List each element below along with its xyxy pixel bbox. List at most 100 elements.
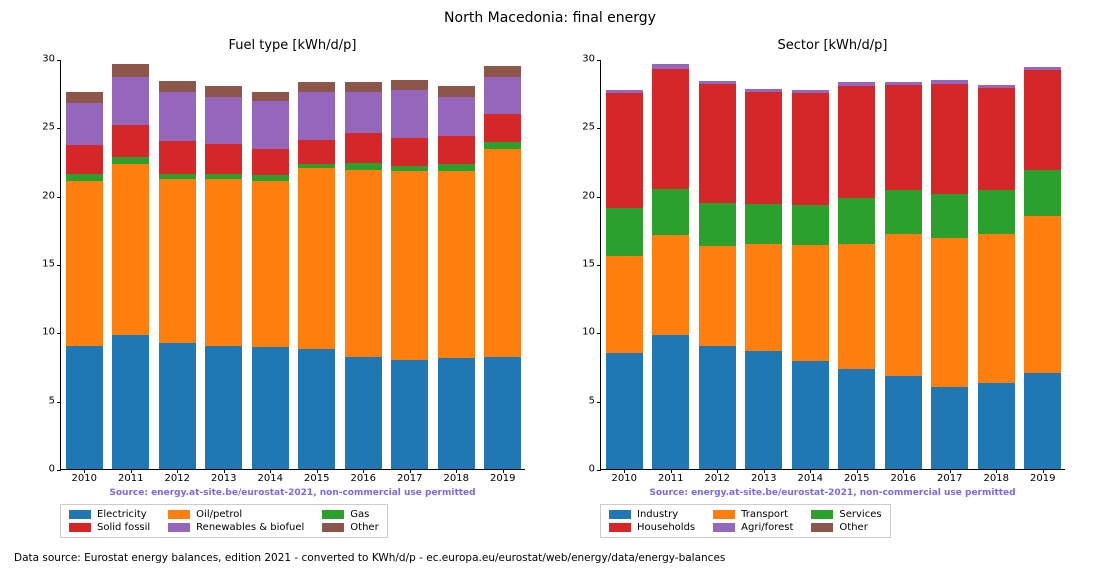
bar-segment bbox=[838, 369, 875, 469]
bar-segment bbox=[931, 80, 968, 84]
bar-segment bbox=[606, 93, 643, 208]
bar-segment bbox=[885, 85, 922, 190]
bar-segment bbox=[391, 360, 428, 469]
legend-swatch bbox=[713, 523, 735, 532]
bar-segment bbox=[205, 174, 242, 179]
legend-item: Other bbox=[322, 522, 378, 533]
bar-segment bbox=[484, 77, 521, 114]
bar-segment bbox=[484, 114, 521, 143]
legend-item: Households bbox=[609, 522, 695, 533]
xtick-label: 2013 bbox=[211, 469, 236, 484]
bar-segment bbox=[699, 84, 736, 203]
bar-segment bbox=[838, 86, 875, 198]
legend-swatch bbox=[168, 510, 190, 519]
bar-segment bbox=[1024, 170, 1061, 216]
bar-segment bbox=[652, 335, 689, 469]
legend-label: Industry bbox=[637, 509, 678, 520]
ytick-label: 25 bbox=[565, 122, 601, 133]
fuel-type-legend: Electricity Oil/petrol Gas Solid fossil Rene… bbox=[60, 504, 388, 538]
bar-segment bbox=[159, 174, 196, 179]
ytick-label: 15 bbox=[25, 259, 61, 270]
bar-segment bbox=[792, 205, 829, 245]
bar-segment bbox=[298, 140, 335, 165]
bar-segment bbox=[931, 387, 968, 469]
legend-item: Electricity bbox=[69, 509, 150, 520]
legend-swatch bbox=[322, 523, 344, 532]
sector-source-note: Source: energy.at-site.be/eurostat-2021,… bbox=[600, 488, 1065, 498]
bar-segment bbox=[391, 90, 428, 138]
bar-segment bbox=[438, 164, 475, 171]
bar-segment bbox=[978, 85, 1015, 88]
bar-segment bbox=[205, 97, 242, 143]
legend-item: Solid fossil bbox=[69, 522, 150, 533]
figure-suptitle: North Macedonia: final energy bbox=[0, 10, 1100, 26]
xtick-label: 2012 bbox=[165, 469, 190, 484]
xtick-label: 2019 bbox=[490, 469, 515, 484]
legend-item: Oil/petrol bbox=[168, 509, 304, 520]
bar-segment bbox=[484, 149, 521, 357]
ytick-label: 20 bbox=[565, 190, 601, 201]
legend-label: Renewables & biofuel bbox=[196, 522, 304, 533]
ytick-label: 30 bbox=[565, 54, 601, 65]
bar-segment bbox=[745, 92, 782, 204]
bar-segment bbox=[838, 82, 875, 86]
legend-item: Gas bbox=[322, 509, 378, 520]
bar-segment bbox=[792, 245, 829, 361]
legend-item: Other bbox=[811, 522, 881, 533]
bar-segment bbox=[652, 235, 689, 335]
bar-segment bbox=[792, 361, 829, 469]
bar-segment bbox=[159, 343, 196, 469]
bar-segment bbox=[745, 89, 782, 92]
bar-segment bbox=[838, 244, 875, 370]
bar-segment bbox=[112, 77, 149, 125]
bar-segment bbox=[345, 133, 382, 163]
xtick-label: 2018 bbox=[984, 469, 1009, 484]
bar-segment bbox=[652, 64, 689, 68]
bar-segment bbox=[885, 190, 922, 234]
bar-segment bbox=[885, 234, 922, 376]
bar-segment bbox=[159, 141, 196, 174]
bar-segment bbox=[345, 82, 382, 92]
ytick-label: 5 bbox=[565, 395, 601, 406]
xtick-label: 2018 bbox=[444, 469, 469, 484]
bar-segment bbox=[838, 198, 875, 243]
bar-segment bbox=[699, 203, 736, 247]
fuel-type-plot-area: 0510152025302010201120122013201420152016… bbox=[60, 60, 525, 470]
figure: North Macedonia: final energy Fuel type … bbox=[0, 0, 1100, 572]
sector-title: Sector [kWh/d/p] bbox=[600, 38, 1065, 53]
bar-segment bbox=[699, 81, 736, 84]
bar-segment bbox=[606, 90, 643, 93]
bar-segment bbox=[1024, 67, 1061, 70]
figure-footnote: Data source: Eurostat energy balances, e… bbox=[14, 552, 725, 564]
bar-segment bbox=[205, 346, 242, 469]
sector-plot-area: 0510152025302010201120122013201420152016… bbox=[600, 60, 1065, 470]
bar-segment bbox=[931, 238, 968, 387]
legend-swatch bbox=[69, 510, 91, 519]
xtick-label: 2015 bbox=[304, 469, 329, 484]
xtick-label: 2014 bbox=[798, 469, 823, 484]
bar-segment bbox=[885, 82, 922, 85]
ytick-label: 0 bbox=[25, 464, 61, 475]
xtick-label: 2016 bbox=[891, 469, 916, 484]
bar-segment bbox=[438, 358, 475, 469]
fuel-type-source-note: Source: energy.at-site.be/eurostat-2021,… bbox=[60, 488, 525, 498]
legend-label: Solid fossil bbox=[97, 522, 150, 533]
xtick-label: 2017 bbox=[937, 469, 962, 484]
bar-segment bbox=[205, 86, 242, 97]
bar-segment bbox=[345, 92, 382, 133]
bar-segment bbox=[298, 164, 335, 168]
xtick-label: 2014 bbox=[258, 469, 283, 484]
bar-segment bbox=[438, 171, 475, 358]
bar-segment bbox=[66, 145, 103, 174]
bar-segment bbox=[438, 136, 475, 165]
bar-segment bbox=[745, 204, 782, 244]
legend-item: Agri/forest bbox=[713, 522, 793, 533]
bar-segment bbox=[484, 142, 521, 149]
bar-segment bbox=[345, 170, 382, 357]
xtick-label: 2011 bbox=[658, 469, 683, 484]
xtick-label: 2015 bbox=[844, 469, 869, 484]
bar-segment bbox=[391, 80, 428, 91]
legend-swatch bbox=[811, 523, 833, 532]
legend-label: Other bbox=[350, 522, 378, 533]
xtick-label: 2013 bbox=[751, 469, 776, 484]
